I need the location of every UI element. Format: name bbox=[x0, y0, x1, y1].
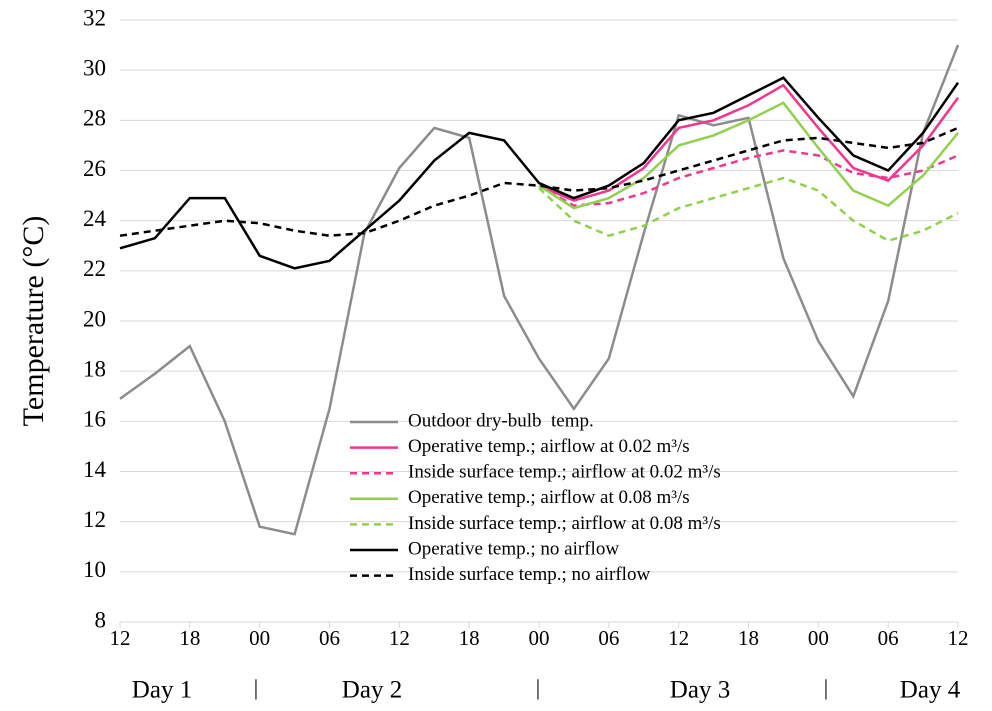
series-line bbox=[538, 176, 959, 243]
y-tick-label: 8 bbox=[95, 607, 107, 632]
y-tick-label: 26 bbox=[83, 156, 106, 181]
series-line bbox=[538, 83, 960, 202]
series-line bbox=[119, 76, 960, 270]
legend-label: Operative temp.; airflow at 0.02 m³/s bbox=[408, 436, 690, 457]
y-tick-label: 12 bbox=[83, 507, 106, 532]
x-tick-label: 12 bbox=[948, 626, 969, 650]
day-label: Day 1 bbox=[132, 677, 192, 704]
y-tick-label: 32 bbox=[83, 5, 106, 30]
x-tick-label: 18 bbox=[179, 626, 200, 650]
y-tick-label: 30 bbox=[83, 55, 106, 80]
legend-label: Inside surface temp.; no airflow bbox=[408, 564, 650, 585]
day-label: Day 2 bbox=[342, 677, 402, 704]
y-tick-label: 14 bbox=[83, 457, 107, 482]
x-tick-label: 12 bbox=[668, 626, 689, 650]
x-tick-label: 12 bbox=[110, 626, 131, 650]
series-line bbox=[538, 101, 959, 210]
y-tick-label: 24 bbox=[83, 206, 107, 231]
series-line bbox=[538, 149, 959, 207]
y-tick-label: 10 bbox=[83, 557, 106, 582]
legend-label: Inside surface temp.; airflow at 0.02 m³… bbox=[408, 462, 721, 483]
x-tick-label: 06 bbox=[878, 626, 899, 650]
x-tick-label: 00 bbox=[808, 626, 829, 650]
legend-label: Inside surface temp.; airflow at 0.08 m³… bbox=[408, 513, 721, 534]
day-label: Day 3 bbox=[670, 677, 730, 704]
day-separator: | bbox=[536, 675, 540, 700]
x-tick-label: 06 bbox=[598, 626, 619, 650]
series-line bbox=[119, 44, 960, 536]
day-label: Day 4 bbox=[900, 677, 961, 704]
y-axis-label: Temperature (°C) bbox=[17, 216, 50, 427]
x-tick-label: 00 bbox=[529, 626, 550, 650]
legend-label: Outdoor dry-bulb temp. bbox=[408, 410, 594, 431]
y-tick-label: 16 bbox=[83, 407, 106, 432]
y-tick-label: 28 bbox=[83, 106, 106, 131]
x-tick-label: 00 bbox=[249, 626, 270, 650]
legend-label: Operative temp.; no airflow bbox=[408, 538, 619, 559]
x-tick-label: 12 bbox=[389, 626, 410, 650]
x-tick-label: 06 bbox=[319, 626, 340, 650]
y-tick-label: 22 bbox=[83, 256, 106, 281]
x-tick-label: 18 bbox=[738, 626, 759, 650]
y-tick-label: 18 bbox=[83, 356, 106, 381]
y-tick-label: 20 bbox=[83, 306, 106, 331]
x-tick-label: 18 bbox=[459, 626, 480, 650]
legend-label: Operative temp.; airflow at 0.08 m³/s bbox=[408, 487, 690, 508]
day-separator: | bbox=[824, 675, 828, 700]
day-separator: | bbox=[254, 675, 258, 700]
